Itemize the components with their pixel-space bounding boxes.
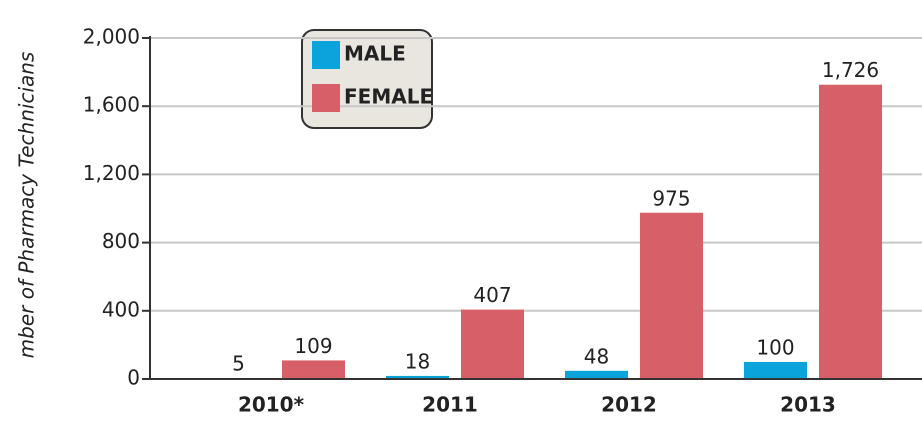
y-tick-label: 0	[127, 366, 140, 390]
value-label: 1,726	[822, 58, 879, 82]
x-tick-label: 2010*	[238, 393, 305, 417]
y-tick-label: 800	[102, 229, 140, 253]
bar	[565, 370, 628, 379]
bar	[744, 361, 807, 379]
bar	[461, 309, 524, 379]
y-tick-label: 2,000	[83, 25, 140, 49]
legend-swatch	[312, 84, 340, 112]
bar	[640, 212, 703, 379]
legend-label: FEMALE	[344, 85, 433, 109]
bar	[819, 84, 882, 379]
y-axis-label: mber of Pharmacy Technicians	[15, 52, 39, 359]
value-label: 100	[756, 335, 794, 359]
value-label: 407	[473, 283, 511, 307]
y-tick-label: 400	[102, 297, 140, 321]
y-tick-label: 1,600	[83, 93, 140, 117]
value-label: 109	[294, 334, 332, 358]
value-label: 18	[405, 349, 430, 373]
x-tick-label: 2012	[601, 393, 657, 417]
legend-label: MALE	[344, 42, 406, 66]
bar	[282, 360, 345, 379]
x-tick-label: 2013	[780, 393, 836, 417]
legend-swatch	[312, 41, 340, 69]
x-tick-label: 2011	[422, 393, 478, 417]
value-label: 5	[232, 352, 245, 376]
value-label: 48	[584, 344, 609, 368]
value-label: 975	[652, 186, 690, 210]
y-tick-label: 1,200	[83, 161, 140, 185]
bar	[386, 375, 449, 379]
